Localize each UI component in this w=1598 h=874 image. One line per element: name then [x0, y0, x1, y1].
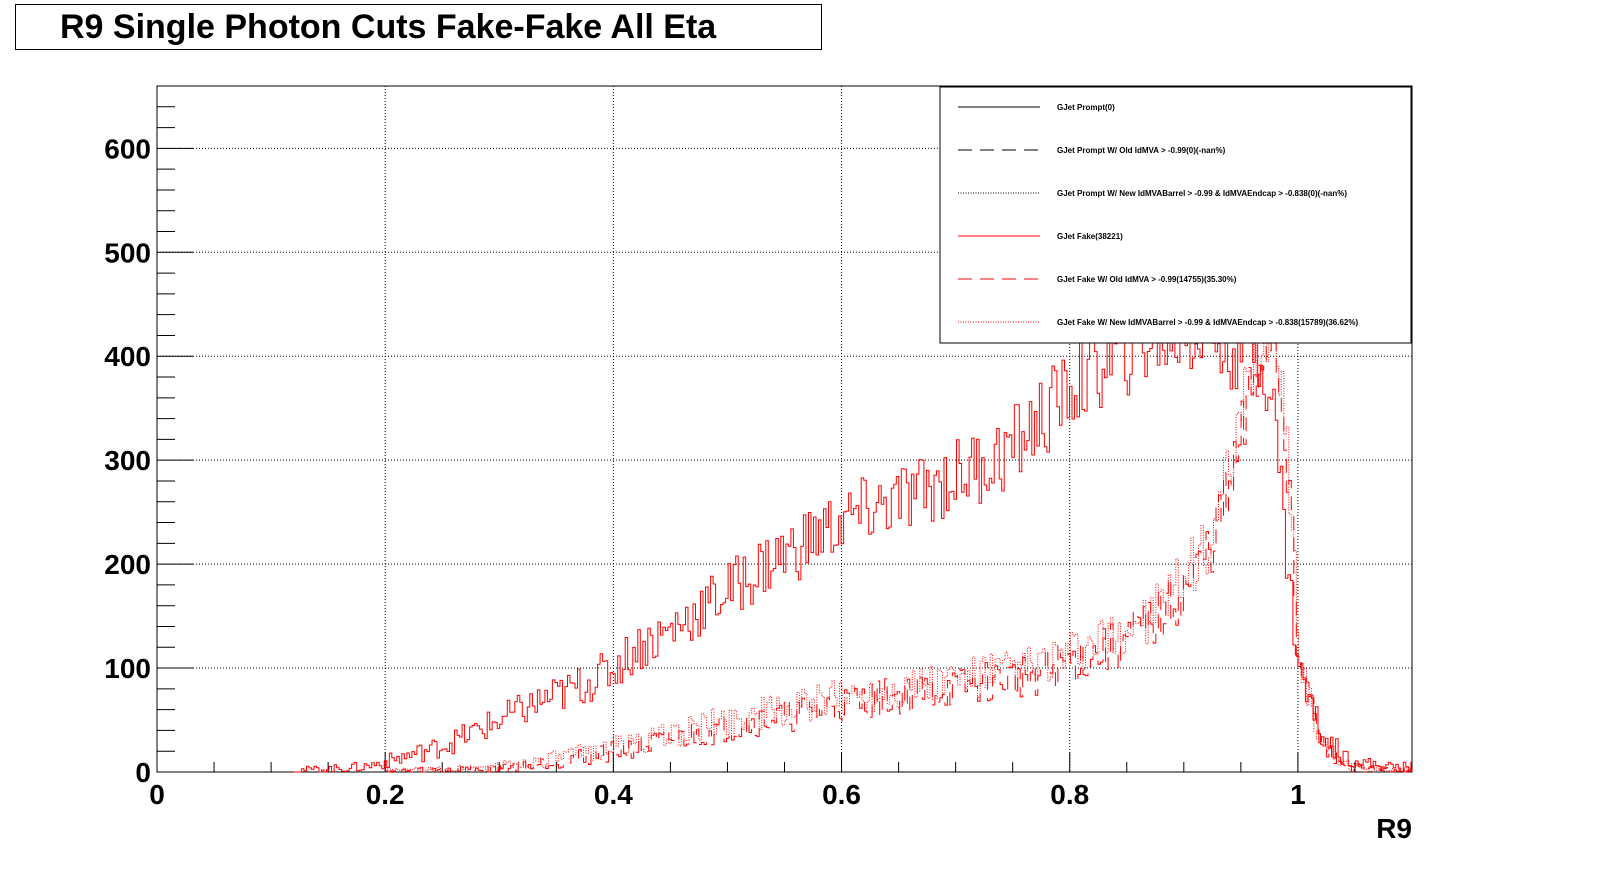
- x-tick-label: 0.6: [822, 779, 861, 810]
- chart-title: R9 Single Photon Cuts Fake-Fake All Eta: [15, 4, 822, 50]
- legend-entry: GJet Prompt(0): [1057, 103, 1115, 112]
- legend-entry: GJet Prompt W/ Old IdMVA > -0.99(0)(-nan…: [1057, 146, 1226, 155]
- series-line: [293, 295, 1412, 773]
- tick-labels: 0 0.2 0.4 0.6 0.8 1 0 100 200 300 400 500 600: [104, 133, 1305, 810]
- x-tick-label: 0.8: [1050, 779, 1089, 810]
- legend-box: [939, 86, 1412, 344]
- series-line: [385, 299, 1413, 773]
- y-tick-label: 300: [104, 445, 151, 476]
- legend-entry: GJet Fake W/ Old IdMVA > -0.99(14755)(35…: [1057, 275, 1237, 284]
- legend-entry: GJet Fake(38221): [1057, 232, 1123, 241]
- legend-entry: GJet Prompt W/ New IdMVABarrel > -0.99 &…: [1057, 189, 1347, 198]
- y-tick-label: 600: [104, 133, 151, 164]
- y-tick-label: 500: [104, 237, 151, 268]
- y-tick-label: 400: [104, 341, 151, 372]
- y-tick-label: 100: [104, 653, 151, 684]
- axis-ticks: [156, 85, 1413, 773]
- x-tick-label: 0.4: [594, 779, 633, 810]
- y-tick-label: 0: [135, 757, 151, 788]
- x-tick-label: 0.2: [366, 779, 405, 810]
- x-tick-label: 0: [149, 779, 165, 810]
- series-lines: [293, 295, 1413, 773]
- y-tick-label: 200: [104, 549, 151, 580]
- x-tick-label: 1: [1290, 779, 1306, 810]
- x-axis-title: R9: [1376, 813, 1412, 844]
- legend-entry: GJet Fake W/ New IdMVABarrel > -0.99 & I…: [1057, 318, 1358, 327]
- series-line: [385, 324, 1413, 773]
- legend: GJet Prompt(0) GJet Prompt W/ Old IdMVA >…: [939, 86, 1412, 344]
